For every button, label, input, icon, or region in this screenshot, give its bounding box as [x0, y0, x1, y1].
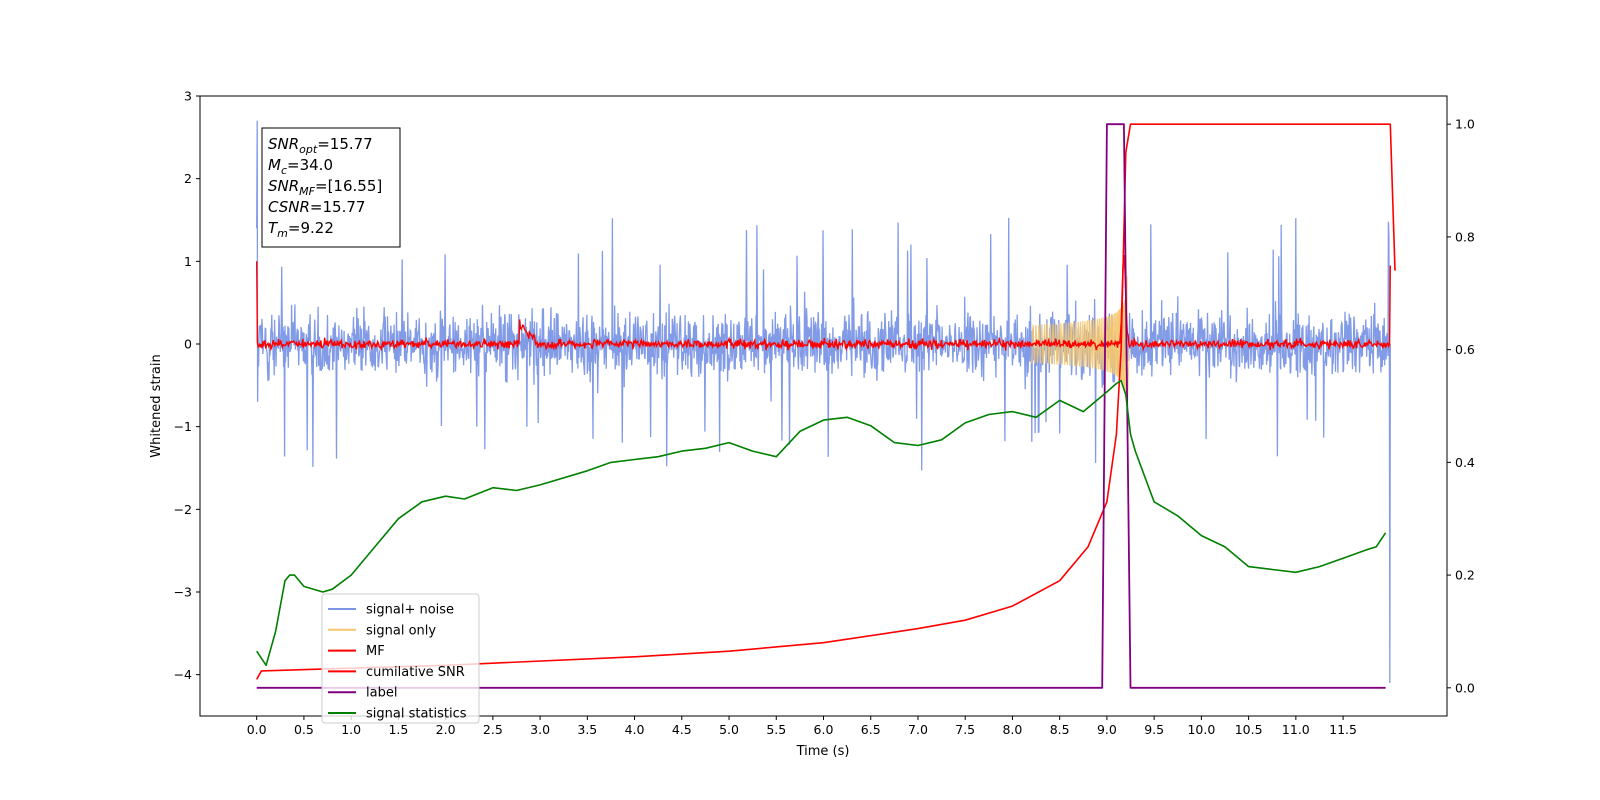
annotation-line: SNRopt=15.77 [268, 135, 373, 156]
y-left-tick-label: −4 [174, 667, 192, 682]
annotation-line: Mc=34.0 [268, 156, 333, 177]
x-tick-label: 0.0 [247, 722, 267, 737]
y-left-tick-label: 2 [184, 171, 192, 186]
x-tick-label: 4.0 [625, 722, 645, 737]
y-left-tick-label: 0 [184, 337, 192, 352]
x-tick-label: 4.5 [672, 722, 692, 737]
x-tick-label: 5.0 [719, 722, 739, 737]
legend-label: cumilative SNR [366, 665, 465, 680]
annotation-line: CSNR=15.77 [268, 198, 365, 216]
legend-label: signal+ noise [366, 603, 454, 618]
x-tick-label: 9.0 [1097, 722, 1117, 737]
y-left-tick-label: −2 [174, 502, 192, 517]
legend: signal+ noise signal only MF cumilative SNR… [321, 593, 480, 724]
y-right-tick-label: 0.8 [1455, 229, 1475, 244]
series-cumilative-snr [255, 123, 1396, 680]
x-tick-label: 1.5 [388, 722, 408, 737]
annotation-box: SNRopt=15.77Mc=34.0SNRMF=[16.55]CSNR=15.… [261, 127, 401, 248]
x-tick-label: 5.5 [766, 722, 786, 737]
y-axis-right: 1.0 0.8 0.6 0.4 0.2 0.0 [1447, 117, 1475, 695]
x-tick-label: 11.0 [1282, 722, 1310, 737]
annotation-line: SNRMF=[16.55] [268, 177, 382, 198]
y-right-tick-label: 1.0 [1455, 117, 1475, 132]
x-tick-label: 3.5 [577, 722, 597, 737]
legend-label: signal statistics [366, 707, 467, 722]
x-tick-label: 7.5 [955, 722, 975, 737]
x-axis: 0.0 0.5 1.0 1.5 2.0 2.5 3.0 3.5 4.0 4.5 5.0 5.5 6.0 6… [247, 716, 1357, 737]
series-signal-noise [256, 120, 1391, 683]
x-axis-label: Time (s) [796, 744, 850, 759]
y-right-tick-label: 0.0 [1455, 680, 1475, 695]
annotation-line: Tm=9.22 [268, 219, 334, 240]
y-left-tick-label: −1 [174, 419, 192, 434]
x-tick-label: 6.5 [861, 722, 881, 737]
legend-label: MF [366, 644, 385, 659]
y-axis-label: Whitened strain [149, 354, 164, 457]
y-right-tick-label: 0.6 [1455, 342, 1475, 357]
x-tick-label: 1.0 [341, 722, 361, 737]
x-tick-label: 2.5 [483, 722, 503, 737]
x-tick-label: 3.0 [530, 722, 550, 737]
x-tick-label: 2.0 [436, 722, 456, 737]
x-tick-label: 8.5 [1050, 722, 1070, 737]
y-left-tick-label: 3 [184, 89, 192, 104]
series-label [256, 123, 1386, 689]
y-right-tick-label: 0.2 [1455, 568, 1475, 583]
x-tick-label: 8.0 [1002, 722, 1022, 737]
y-left-tick-label: −3 [174, 585, 192, 600]
x-tick-label: 11.5 [1329, 722, 1357, 737]
legend-label: signal only [366, 623, 436, 638]
x-tick-label: 10.5 [1235, 722, 1263, 737]
y-right-tick-label: 0.4 [1455, 455, 1475, 470]
x-tick-label: 10.0 [1187, 722, 1215, 737]
plot-area [255, 120, 1396, 689]
y-left-tick-label: 1 [184, 254, 192, 269]
y-axis-left: 3 2 1 0 −1 −2 −3 −4 [174, 89, 200, 682]
x-tick-label: 0.5 [294, 722, 314, 737]
series-signal-only [1030, 276, 1131, 406]
series-signal-statistics [256, 379, 1387, 667]
x-tick-label: 9.5 [1144, 722, 1164, 737]
x-tick-label: 6.0 [814, 722, 834, 737]
legend-label: label [366, 686, 397, 701]
series-mf [256, 254, 1391, 352]
x-tick-label: 7.0 [908, 722, 928, 737]
